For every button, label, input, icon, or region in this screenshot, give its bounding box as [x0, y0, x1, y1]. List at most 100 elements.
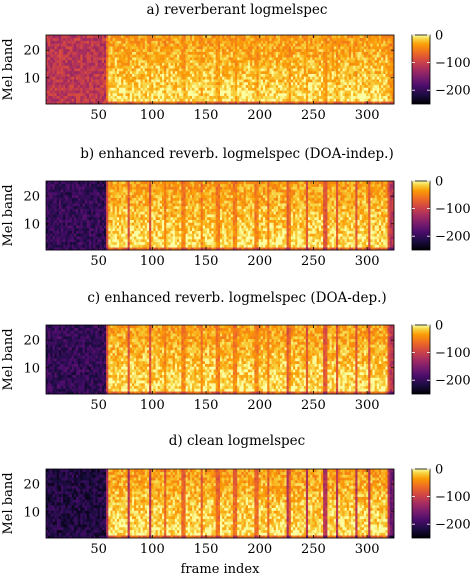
heatmap-cell [131, 101, 135, 105]
heatmap-cell [204, 51, 208, 55]
heatmap-cell [241, 48, 244, 52]
heatmap-cell [312, 70, 315, 74]
heatmap-cell [56, 222, 60, 226]
heatmap-cell [84, 192, 88, 196]
heatmap-cell [52, 203, 55, 207]
heatmap-cell [129, 101, 133, 105]
heatmap-cell [323, 81, 326, 86]
heatmap-cell [323, 84, 326, 88]
heatmap-cell [84, 68, 88, 72]
heatmap-cell [303, 101, 307, 105]
heatmap-cell [61, 194, 64, 198]
heatmap-cell [106, 225, 109, 229]
heatmap-cell [329, 90, 333, 94]
heatmap-cell [104, 65, 107, 69]
heatmap-cell [76, 238, 79, 243]
heatmap-cell [69, 101, 73, 105]
heatmap-cell [46, 211, 49, 215]
heatmap-cell [299, 40, 302, 44]
heatmap-cell [67, 203, 70, 207]
heatmap-cell [69, 48, 73, 52]
heatmap-cell [54, 241, 58, 245]
heatmap-cell [110, 219, 113, 223]
heatmap-cell [314, 87, 318, 91]
heatmap-cell [228, 79, 232, 83]
heatmap-cell [237, 48, 240, 52]
heatmap-cell [116, 192, 120, 196]
heatmap-cell [88, 216, 92, 220]
heatmap-cell [50, 68, 53, 72]
heatmap-cell [110, 222, 113, 226]
heatmap-cell [125, 81, 128, 86]
heatmap-cell [213, 62, 217, 66]
heatmap-cell [172, 65, 176, 69]
heatmap-cell [235, 98, 238, 102]
heatmap-cell [119, 241, 122, 245]
heatmap-cell [372, 54, 376, 58]
heatmap-cell [95, 205, 98, 209]
heatmap-cell [310, 81, 313, 86]
heatmap-cell [69, 186, 73, 190]
heatmap-cell [125, 65, 128, 69]
heatmap-cell [220, 59, 223, 63]
heatmap-cell [235, 87, 238, 91]
heatmap-cell [275, 95, 279, 99]
heatmap-cell [61, 84, 64, 88]
heatmap-cell [125, 101, 128, 105]
heatmap-cell [52, 46, 55, 50]
heatmap-cell [256, 79, 260, 83]
heatmap-cell [220, 68, 223, 72]
heatmap-cell [226, 35, 229, 39]
heatmap-cell [164, 57, 167, 61]
heatmap-cell [172, 51, 176, 55]
heatmap-cell [299, 92, 302, 97]
heatmap-cell [389, 35, 393, 39]
heatmap-cell [374, 81, 378, 86]
heatmap-cell [200, 70, 204, 74]
heatmap-cell [286, 43, 290, 47]
heatmap-cell [127, 68, 131, 72]
heatmap-cell [288, 37, 292, 41]
heatmap-cell [63, 181, 66, 185]
heatmap-cell [80, 200, 83, 204]
heatmap-cell [368, 37, 371, 41]
heatmap-cell [58, 219, 62, 223]
heatmap-cell [177, 87, 180, 91]
heatmap-cell [129, 65, 133, 69]
heatmap-cell [314, 35, 318, 39]
heatmap-cell [162, 92, 165, 97]
heatmap-cell [185, 57, 189, 61]
heatmap-cell [110, 203, 113, 207]
heatmap-cell [73, 51, 77, 55]
heatmap-cell [153, 54, 156, 58]
heatmap-cell [97, 81, 101, 86]
heatmap-cell [327, 65, 330, 69]
heatmap-cell [215, 73, 219, 77]
heatmap-cell [273, 87, 277, 91]
heatmap-cell [95, 46, 98, 50]
heatmap-cell [71, 79, 75, 83]
heatmap-cell [211, 37, 214, 41]
heatmap-cell [372, 101, 376, 105]
heatmap-cell [198, 95, 202, 99]
heatmap-cell [166, 79, 169, 83]
heatmap-cell [101, 70, 105, 74]
heatmap-cell [267, 51, 270, 55]
heatmap-cell [76, 236, 79, 240]
heatmap-cell [346, 62, 350, 66]
heatmap-cell [385, 46, 388, 50]
heatmap-cell [363, 46, 367, 50]
heatmap-cell [340, 35, 343, 39]
heatmap-cell [142, 101, 146, 105]
heatmap-cell [54, 37, 58, 41]
heatmap-cell [54, 225, 58, 229]
heatmap-cell [378, 40, 382, 44]
heatmap-cell [106, 181, 109, 185]
heatmap-cell [164, 68, 167, 72]
heatmap-cell [78, 54, 81, 58]
heatmap-cell [56, 208, 60, 212]
heatmap-cell [185, 62, 189, 66]
heatmap-cell [48, 227, 51, 232]
heatmap-cell [58, 205, 62, 209]
heatmap-cell [185, 70, 189, 74]
